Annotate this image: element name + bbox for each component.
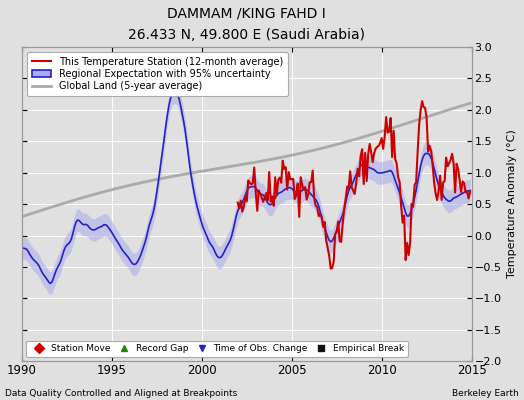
Title: DAMMAM /KING FAHD I
26.433 N, 49.800 E (Saudi Arabia): DAMMAM /KING FAHD I 26.433 N, 49.800 E (… <box>128 7 365 42</box>
Y-axis label: Temperature Anomaly (°C): Temperature Anomaly (°C) <box>507 130 517 278</box>
Text: Berkeley Earth: Berkeley Earth <box>452 389 519 398</box>
Legend: Station Move, Record Gap, Time of Obs. Change, Empirical Break: Station Move, Record Gap, Time of Obs. C… <box>26 340 408 357</box>
Text: Data Quality Controlled and Aligned at Breakpoints: Data Quality Controlled and Aligned at B… <box>5 389 237 398</box>
